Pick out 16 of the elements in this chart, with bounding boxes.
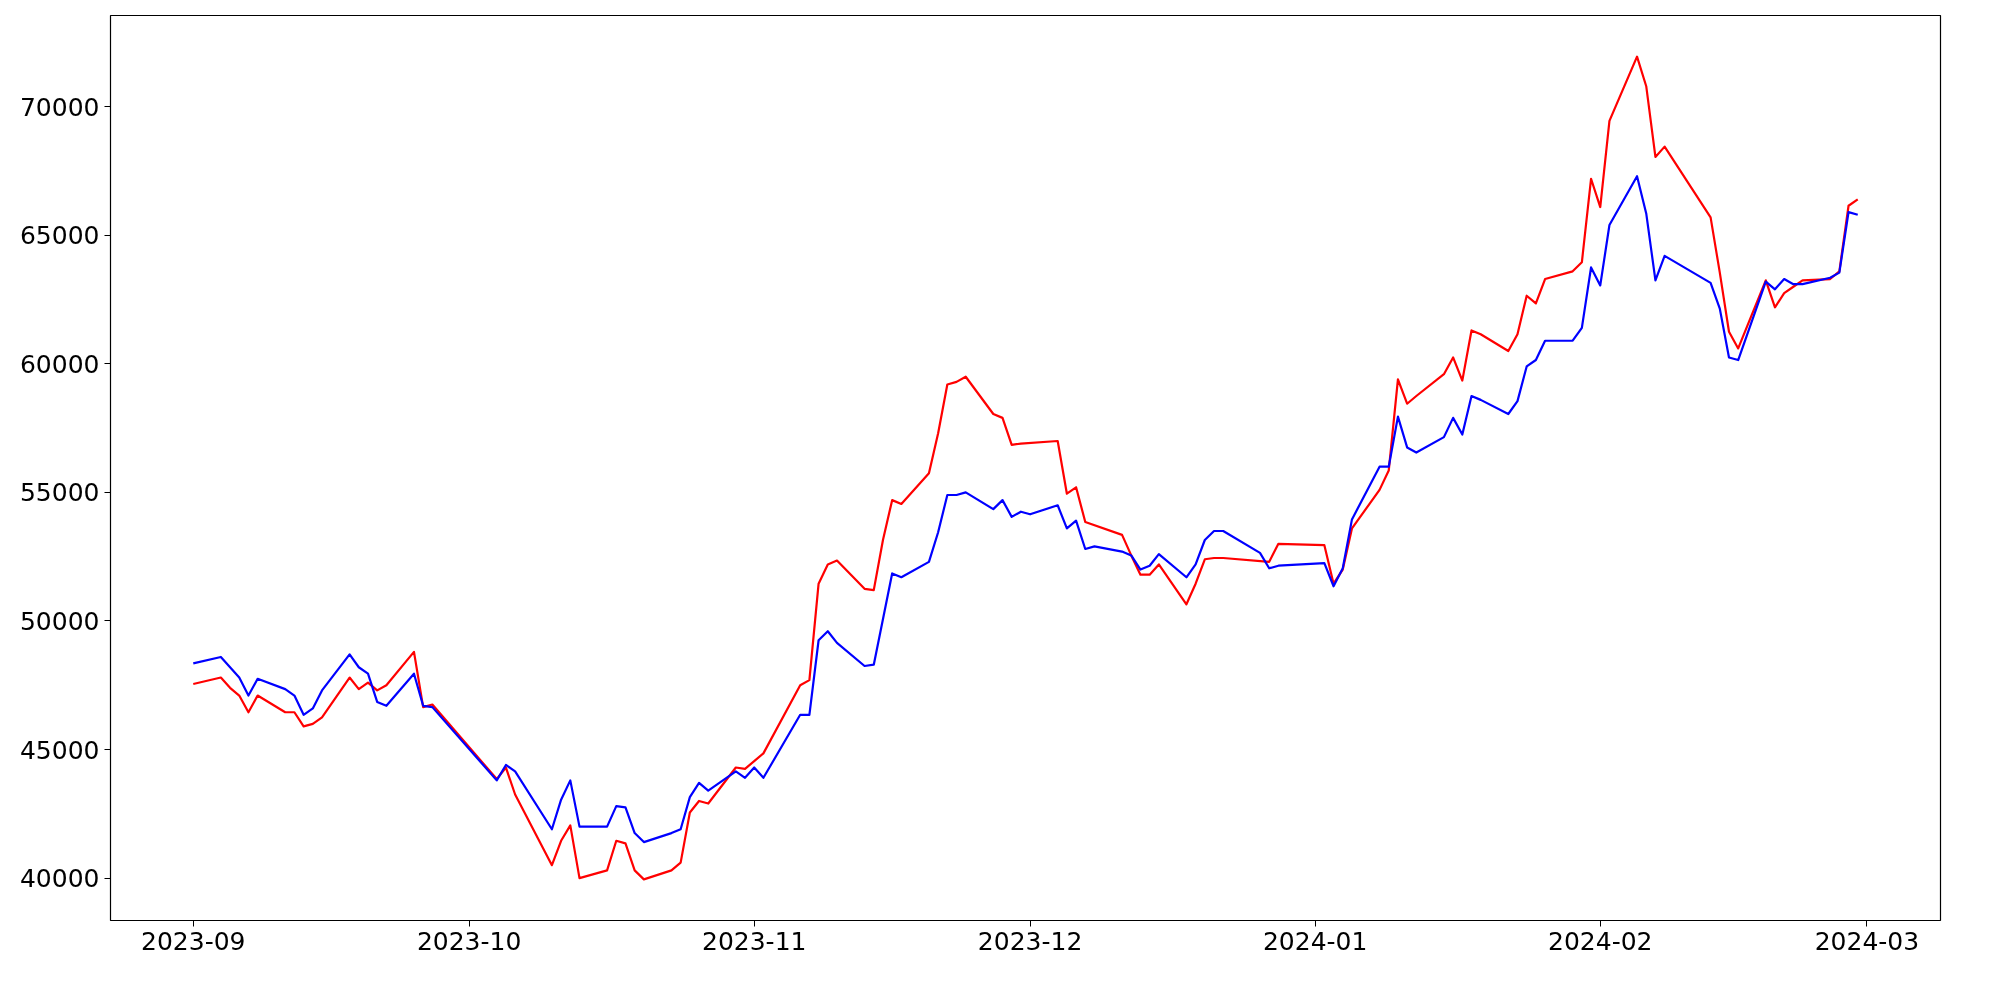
y-tick-label: 50000 <box>19 606 100 636</box>
x-tick-label: 2023-10 <box>416 926 522 956</box>
y-tick-label: 60000 <box>19 349 100 379</box>
x-tick-label: 2023-09 <box>141 926 246 956</box>
x-tick-label: 2024-02 <box>1548 926 1653 956</box>
x-tick-label: 2024-03 <box>1814 926 1920 956</box>
line-series <box>192 55 1859 881</box>
x-tick-label: 2023-11 <box>701 926 807 956</box>
y-tick-label: 45000 <box>19 735 100 765</box>
y-tick-label: 40000 <box>19 864 100 894</box>
y-tick-label: 55000 <box>19 478 100 508</box>
x-tick-label: 2023-12 <box>977 926 1083 956</box>
y-tick-label: 70000 <box>19 92 100 122</box>
line-series <box>192 175 1859 844</box>
x-tick-label: 2024-01 <box>1262 926 1368 956</box>
y-tick-label: 65000 <box>19 221 100 251</box>
